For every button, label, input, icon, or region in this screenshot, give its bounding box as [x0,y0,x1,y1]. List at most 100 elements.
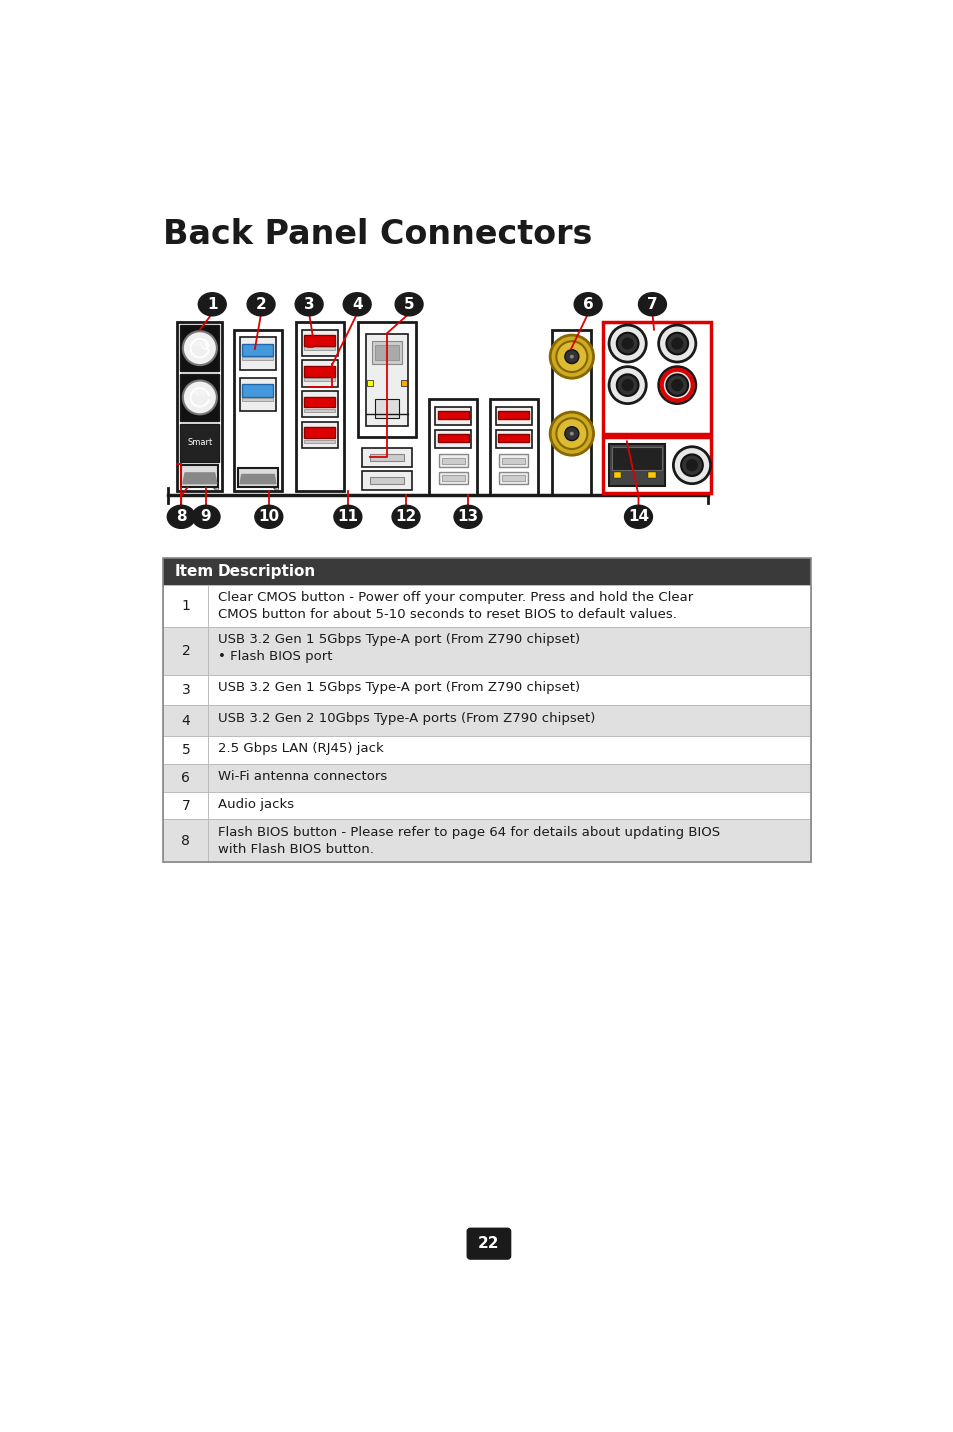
Bar [437,411,468,420]
Text: 8: 8 [181,833,191,848]
Text: 1: 1 [181,599,191,613]
Bar [304,335,335,347]
Text: 2.5 Gbps LAN (RJ45) jack: 2.5 Gbps LAN (RJ45) jack [217,742,383,756]
Circle shape [183,331,216,365]
Bar [242,358,274,361]
Polygon shape [183,473,216,484]
Bar [438,473,468,484]
Text: 8: 8 [175,510,187,524]
Circle shape [621,338,633,349]
Bar [361,471,412,490]
Bar [163,763,810,792]
Circle shape [666,374,687,395]
Bar [497,411,529,420]
Bar [608,444,664,485]
Circle shape [608,325,645,362]
Text: 10: 10 [258,510,279,524]
Bar [441,475,464,481]
Circle shape [617,332,638,354]
Bar [163,674,810,706]
Text: 9: 9 [200,510,212,524]
Circle shape [564,349,578,364]
Text: CMOS: CMOS [193,342,207,347]
Circle shape [608,367,645,404]
Bar [361,447,412,467]
Bar [302,391,337,418]
Bar [163,584,810,627]
Circle shape [686,460,697,471]
Circle shape [550,412,593,455]
Circle shape [183,381,216,414]
Bar [496,407,531,425]
Text: Item: Item [174,564,213,579]
Text: USB 3.2 Gen 1 5Gbps Type-A port (From Z790 chipset)
• Flash BIOS port: USB 3.2 Gen 1 5Gbps Type-A port (From Z7… [217,633,579,663]
Ellipse shape [624,505,652,528]
Bar [400,379,406,385]
Circle shape [666,332,687,354]
Bar [163,558,810,862]
Text: Wi-Fi antenna connectors: Wi-Fi antenna connectors [217,770,387,783]
Text: TM: TM [212,487,219,493]
Bar [180,424,219,463]
Text: Audio jacks: Audio jacks [217,798,294,811]
Ellipse shape [167,505,195,528]
Bar [498,454,528,467]
Ellipse shape [334,505,361,528]
Bar [181,465,218,487]
Circle shape [569,431,574,435]
Bar [304,378,335,381]
Bar [180,374,219,421]
Ellipse shape [574,292,601,316]
Circle shape [556,418,587,450]
Bar [163,792,810,819]
Bar [365,334,408,425]
Ellipse shape [254,505,282,528]
Bar [163,706,810,736]
Bar [302,329,337,357]
Bar [496,430,531,448]
Bar [647,473,655,478]
Circle shape [658,325,695,362]
Bar [240,378,275,411]
Bar [304,367,335,377]
Bar [375,400,398,418]
Bar [369,477,404,484]
Circle shape [673,447,710,484]
Ellipse shape [247,292,274,316]
Bar [242,398,274,401]
Bar [237,468,278,487]
Bar [163,736,810,763]
Text: BIOS: BIOS [193,391,206,397]
Text: TM: TM [273,487,279,493]
Text: USB 3.2 Gen 2 10Gbps Type-A ports (From Z790 chipset): USB 3.2 Gen 2 10Gbps Type-A ports (From … [217,712,595,725]
Bar [357,322,416,438]
Bar [612,447,661,470]
Bar [304,348,335,351]
Circle shape [564,427,578,441]
Bar [497,434,529,442]
FancyBboxPatch shape [467,1229,510,1259]
Bar [602,322,711,434]
Text: 5: 5 [181,743,190,758]
Ellipse shape [343,292,371,316]
Text: 3: 3 [181,683,190,697]
Text: Flash BIOS button - Please refer to page 64 for details about updating BIOS
with: Flash BIOS button - Please refer to page… [217,826,720,855]
Bar [501,475,525,481]
Polygon shape [240,474,275,484]
Circle shape [680,454,702,475]
Bar [367,379,373,385]
Text: 6: 6 [181,770,191,785]
Text: 3: 3 [303,296,314,312]
Ellipse shape [454,505,481,528]
Text: 11: 11 [337,510,358,524]
Bar [304,410,335,412]
Ellipse shape [192,505,220,528]
Bar [498,473,528,484]
Text: Description: Description [217,564,315,579]
Ellipse shape [395,292,422,316]
Text: 1: 1 [207,296,217,312]
Bar [369,454,404,461]
Ellipse shape [392,505,419,528]
Bar [242,344,274,357]
Text: 4: 4 [181,713,190,727]
